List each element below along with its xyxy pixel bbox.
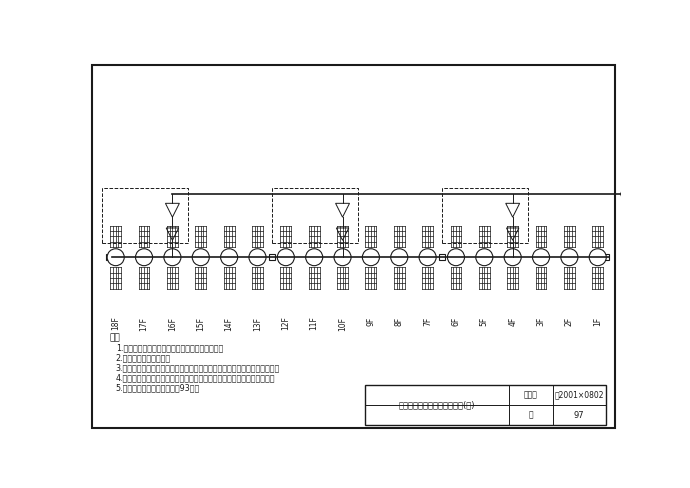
Bar [439, 254, 445, 260]
Bar [101, 188, 188, 244]
Text: 1F: 1F [593, 317, 602, 325]
Circle shape [589, 249, 607, 265]
Circle shape [533, 249, 549, 265]
Circle shape [135, 249, 152, 265]
Text: 15F: 15F [196, 317, 205, 330]
Text: 高层住宅有线电视系统示意图(五): 高层住宅有线电视系统示意图(五) [399, 401, 475, 409]
Text: 1.本图为高层住宅一层八户，每户进一条入户线？: 1.本图为高层住宅一层八户，每户进一条入户线？ [116, 344, 223, 352]
Text: 新2001×0802: 新2001×0802 [554, 390, 604, 400]
Circle shape [334, 249, 351, 265]
Circle shape [193, 249, 209, 265]
Circle shape [306, 249, 323, 265]
Circle shape [476, 249, 493, 265]
Text: 14F: 14F [225, 317, 234, 330]
Circle shape [107, 249, 124, 265]
Circle shape [419, 249, 436, 265]
Text: 注：: 注： [110, 333, 120, 343]
Text: 3F: 3F [537, 317, 546, 326]
Text: 17F: 17F [139, 317, 148, 330]
Text: 10F: 10F [338, 317, 347, 330]
Text: 13F: 13F [253, 317, 262, 330]
Circle shape [621, 188, 633, 200]
Bar [106, 254, 112, 260]
Text: 2F: 2F [565, 317, 574, 325]
Circle shape [504, 249, 521, 265]
Circle shape [391, 249, 408, 265]
Text: 11F: 11F [310, 317, 319, 330]
Text: 97: 97 [574, 410, 584, 420]
Bar [602, 254, 609, 260]
Text: 7F: 7F [423, 317, 432, 326]
Circle shape [164, 249, 181, 265]
Text: 页: 页 [529, 410, 533, 420]
Bar [268, 254, 275, 260]
Text: 5.入户线接用户输出口方式是93型？: 5.入户线接用户输出口方式是93型？ [116, 384, 200, 392]
Text: 4F: 4F [508, 317, 518, 326]
Text: 3.本图干线接有线电视系统下引入？当接局开电视系统时应考虑应为上引入？: 3.本图干线接有线电视系统下引入？当接局开电视系统时应考虑应为上引入？ [116, 364, 280, 372]
Bar [365, 385, 606, 425]
Text: 图集号: 图集号 [524, 390, 538, 400]
Circle shape [277, 249, 295, 265]
Bar [272, 188, 358, 244]
Text: 2.系统分水一层直引线？: 2.系统分水一层直引线？ [116, 353, 171, 363]
Circle shape [447, 249, 464, 265]
Circle shape [221, 249, 237, 265]
Circle shape [362, 249, 380, 265]
Text: 5F: 5F [480, 317, 489, 326]
Text: 18F: 18F [111, 317, 120, 330]
Text: 9F: 9F [366, 317, 375, 326]
Circle shape [249, 249, 266, 265]
Text: 4.本系统分配系用分支分配方式？由分配器引出一条入户线接用户输出口？: 4.本系统分配系用分支分配方式？由分配器引出一条入户线接用户输出口？ [116, 373, 275, 383]
Circle shape [561, 249, 578, 265]
Text: 16F: 16F [168, 317, 177, 330]
Text: 8F: 8F [395, 317, 404, 325]
Bar [442, 188, 528, 244]
Text: 6F: 6F [451, 317, 460, 326]
Text: 12F: 12F [282, 317, 290, 330]
